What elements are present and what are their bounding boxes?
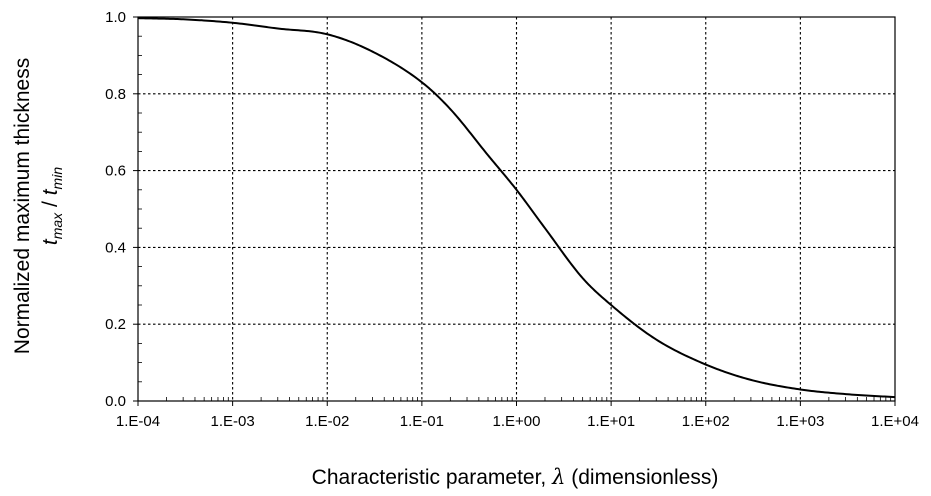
x-tick-label: 1.E+03 xyxy=(776,413,824,430)
x-tick-label: 1.E-03 xyxy=(211,413,255,430)
y-axis-title-line1: Normalized maximum thickness xyxy=(11,58,34,354)
x-tick-label: 1.E+00 xyxy=(493,413,541,430)
y-tick-label: 0.4 xyxy=(105,239,126,256)
x-tick-label: 1.E+04 xyxy=(871,413,919,430)
axis-ticks xyxy=(133,16,896,406)
y-axis-separator: / xyxy=(39,195,62,213)
plot-frame xyxy=(137,16,896,402)
y-axis-title: Normalized maximum thickness tmax / tmin xyxy=(11,58,65,354)
grid xyxy=(138,17,895,401)
x-tick-label: 1.E+02 xyxy=(682,413,730,430)
y-tick-label: 0.6 xyxy=(105,163,126,180)
y-tick-label: 0.0 xyxy=(105,393,126,410)
y-axis-sub-max: max xyxy=(49,212,65,239)
y-tick-label: 0.8 xyxy=(105,86,126,103)
x-axis-title-unit: (dimensionless) xyxy=(565,466,718,489)
x-tick-label: 1.E+01 xyxy=(587,413,635,430)
series-layer xyxy=(137,17,896,399)
y-axis-t-min: t xyxy=(39,188,62,195)
x-tick-label: 1.E-04 xyxy=(116,413,160,430)
x-axis-title: Characteristic parameter, λ (dimensionle… xyxy=(312,465,719,489)
y-axis-t-max: t xyxy=(39,238,62,245)
x-tick-labels: 1.E-04 1.E-03 1.E-02 1.E-01 1.E+00 1.E+01 1.E+… xyxy=(116,413,919,430)
y-tick-labels: 0.0 0.2 0.4 0.6 0.8 1.0 xyxy=(105,9,126,410)
series-line xyxy=(137,17,896,399)
y-tick-label: 0.2 xyxy=(105,316,126,333)
x-axis-symbol: λ xyxy=(551,465,565,489)
x-tick-label: 1.E-02 xyxy=(305,413,349,430)
y-axis-sub-min: min xyxy=(49,167,65,190)
x-axis-title-text: Characteristic parameter, xyxy=(312,466,552,489)
x-tick-label: 1.E-01 xyxy=(400,413,444,430)
y-axis-title-line2: tmax / tmin xyxy=(39,167,65,245)
y-tick-label: 1.0 xyxy=(105,9,126,26)
